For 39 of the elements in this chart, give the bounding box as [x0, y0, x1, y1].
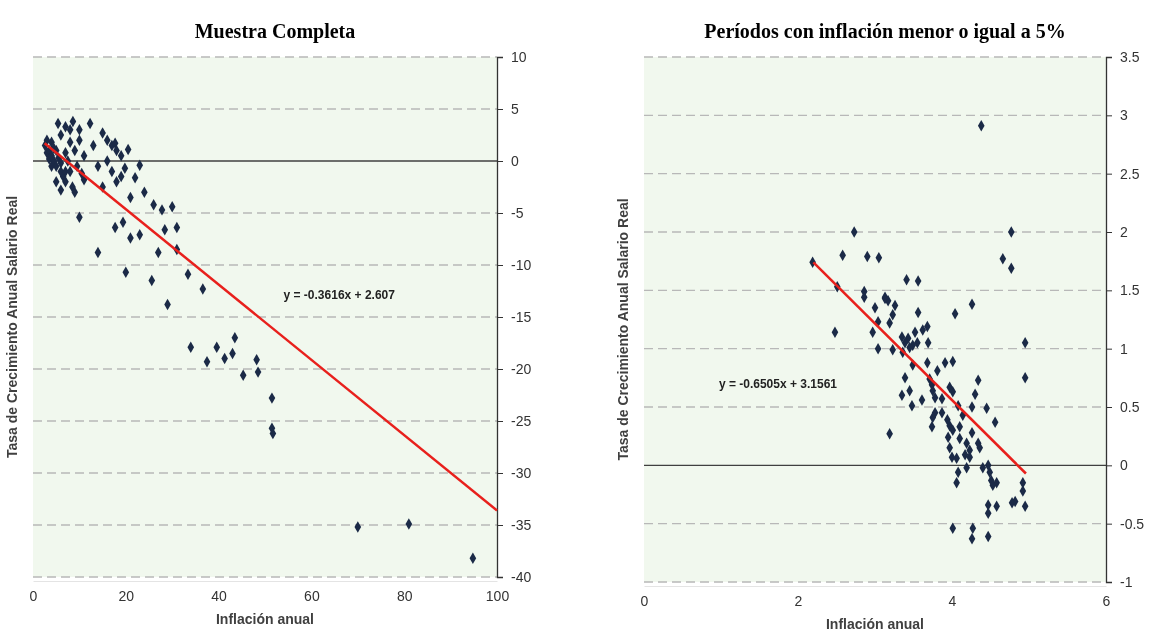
chart-title: Períodos con inflación menor o igual a 5%: [704, 20, 1066, 43]
annotation: y = -0.3616x + 2.607: [283, 288, 396, 303]
y-tick-label: -25: [511, 412, 532, 429]
y-tick-label: -1: [1120, 573, 1133, 590]
x-tick-label: 40: [211, 587, 228, 604]
y-tick-label: 3.5: [1120, 48, 1140, 65]
chart-title: Muestra Completa: [194, 20, 356, 43]
y-tick-label: -40: [511, 568, 532, 585]
y-tick-label: 0: [1120, 457, 1128, 474]
y-axis-title: Tasa de Crecimiento Anual Salario Real: [615, 198, 631, 461]
y-tick-label: -30: [511, 464, 532, 481]
y-tick-label: -10: [511, 256, 532, 273]
annotation: y = -0.6505x + 3.1561: [718, 377, 838, 392]
y-tick-label: -5: [511, 204, 524, 221]
y-tick-label: -15: [511, 308, 532, 325]
x-tick-label: 80: [396, 587, 413, 604]
y-tick-label: 1.5: [1120, 282, 1140, 299]
x-tick-label: 60: [304, 587, 320, 604]
y-tick-label: 0.5: [1120, 398, 1140, 415]
x-tick-label: 2: [794, 592, 803, 609]
y-tick-label: 2: [1120, 223, 1128, 240]
y-axis-title: Tasa de Crecimiento Anual Salario Real: [4, 195, 20, 459]
y-tick-label: 1: [1120, 340, 1128, 357]
x-tick-label: 20: [118, 587, 135, 604]
x-axis-title: Inflación anual: [825, 616, 925, 632]
y-tick-label: -35: [511, 516, 532, 533]
y-tick-label: 0: [511, 152, 519, 169]
y-tick-label: -20: [511, 360, 532, 377]
y-tick-label: 2.5: [1120, 165, 1140, 182]
x-tick-label: 4: [948, 592, 957, 609]
x-tick-label: 100: [485, 587, 510, 604]
x-tick-label: 6: [1102, 592, 1111, 609]
x-axis-title: Inflación anual: [215, 611, 315, 627]
x-tick-label: 0: [640, 592, 649, 609]
y-tick-label: -0.5: [1120, 515, 1145, 532]
y-tick-label: 3: [1120, 107, 1128, 124]
y-tick-label: 5: [511, 100, 519, 117]
y-tick-label: 10: [511, 48, 527, 65]
x-tick-label: 0: [29, 587, 38, 604]
